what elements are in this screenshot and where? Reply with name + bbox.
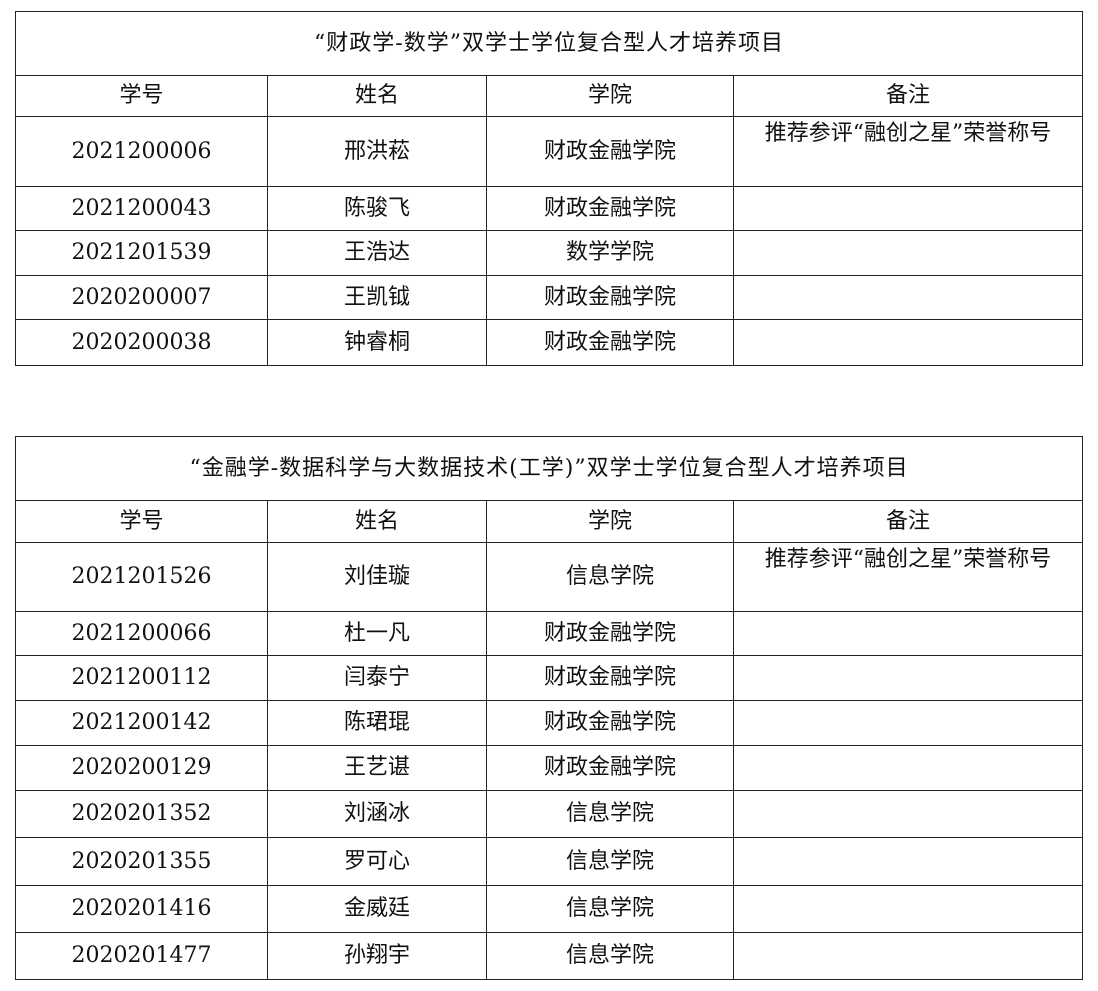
cell-name: 刘涵冰 <box>267 790 487 838</box>
cell-student-id: 2021200066 <box>15 611 268 656</box>
cell-remark: 推荐参评“融创之星”荣誉称号 <box>733 116 1083 187</box>
program-table-finance-datascience: “金融学-数据科学与大数据技术(工学)”双学士学位复合型人才培养项目 学号 姓名 学院… <box>14 436 1084 980</box>
cell-student-id: 2020200007 <box>15 275 268 320</box>
cell-remark <box>733 186 1083 231</box>
cell-college: 财政金融学院 <box>486 319 734 366</box>
cell-student-id: 2020200129 <box>15 745 268 791</box>
cell-student-id: 2020201352 <box>15 790 268 838</box>
cell-student-id: 2021200112 <box>15 655 268 701</box>
cell-name: 罗可心 <box>267 837 487 886</box>
column-header-student-id: 学号 <box>15 500 268 543</box>
cell-college: 财政金融学院 <box>486 116 734 187</box>
cell-student-id: 2021200043 <box>15 186 268 231</box>
cell-name: 陈珺琨 <box>267 700 487 746</box>
table-title-row: “金融学-数据科学与大数据技术(工学)”双学士学位复合型人才培养项目 <box>14 436 1084 501</box>
table-row: 2021200006 邢洪菘 财政金融学院 推荐参评“融创之星”荣誉称号 <box>15 116 1083 187</box>
column-header-remark: 备注 <box>733 75 1083 117</box>
cell-name: 邢洪菘 <box>267 116 487 187</box>
table-row: 2020200129 王艺谌 财政金融学院 <box>15 745 1084 791</box>
table-row: 2021200112 闫泰宁 财政金融学院 <box>15 655 1084 701</box>
cell-college: 财政金融学院 <box>486 275 734 320</box>
cell-student-id: 2020201477 <box>15 932 268 980</box>
cell-name: 王凯钺 <box>267 275 487 320</box>
table-row: 2021201526 刘佳璇 信息学院 推荐参评“融创之星”荣誉称号 <box>15 542 1084 612</box>
cell-student-id: 2021201526 <box>15 542 268 612</box>
program-table-finance-math: “财政学-数学”双学士学位复合型人才培养项目 学号 姓名 学院 备注 2021200006… <box>15 11 1083 366</box>
cell-student-id: 2021200006 <box>15 116 268 187</box>
table-row: 2021200043 陈骏飞 财政金融学院 <box>15 186 1083 231</box>
cell-remark <box>732 700 1084 746</box>
cell-remark <box>732 790 1084 838</box>
cell-remark <box>733 275 1083 320</box>
cell-college: 数学学院 <box>486 230 734 276</box>
cell-name: 金威廷 <box>267 885 487 933</box>
table-row: 2021200142 陈珺琨 财政金融学院 <box>15 700 1084 746</box>
table-header-row: 学号 姓名 学院 备注 <box>15 75 1083 117</box>
column-header-name: 姓名 <box>267 75 487 117</box>
column-header-name: 姓名 <box>267 500 487 543</box>
cell-college: 财政金融学院 <box>486 611 734 656</box>
table-title: “金融学-数据科学与大数据技术(工学)”双学士学位复合型人才培养项目 <box>14 436 1084 501</box>
cell-student-id: 2020200038 <box>15 319 268 366</box>
cell-name: 孙翔宇 <box>267 932 487 980</box>
cell-college: 财政金融学院 <box>486 700 734 746</box>
table-row: 2020201352 刘涵冰 信息学院 <box>15 790 1084 838</box>
cell-name: 杜一凡 <box>267 611 487 656</box>
column-header-college: 学院 <box>486 500 734 543</box>
cell-remark <box>732 655 1084 701</box>
table-title: “财政学-数学”双学士学位复合型人才培养项目 <box>15 11 1083 76</box>
column-header-college: 学院 <box>486 75 734 117</box>
table-header-row: 学号 姓名 学院 备注 <box>15 500 1084 543</box>
cell-remark <box>732 837 1084 886</box>
cell-remark <box>732 885 1084 933</box>
table-row: 2021200066 杜一凡 财政金融学院 <box>15 611 1084 656</box>
cell-college: 财政金融学院 <box>486 745 734 791</box>
cell-college: 信息学院 <box>486 837 734 886</box>
cell-college: 财政金融学院 <box>486 655 734 701</box>
cell-remark <box>732 611 1084 656</box>
table-row: 2021201539 王浩达 数学学院 <box>15 230 1083 276</box>
table-row: 2020201355 罗可心 信息学院 <box>15 837 1084 886</box>
cell-remark <box>733 230 1083 276</box>
cell-name: 闫泰宁 <box>267 655 487 701</box>
cell-college: 信息学院 <box>486 932 734 980</box>
table-row: 2020200007 王凯钺 财政金融学院 <box>15 275 1083 320</box>
cell-college: 信息学院 <box>486 885 734 933</box>
cell-remark <box>732 932 1084 980</box>
cell-name: 刘佳璇 <box>267 542 487 612</box>
cell-name: 王浩达 <box>267 230 487 276</box>
cell-name: 陈骏飞 <box>267 186 487 231</box>
cell-name: 钟睿桐 <box>267 319 487 366</box>
cell-student-id: 2020201355 <box>15 837 268 886</box>
cell-remark: 推荐参评“融创之星”荣誉称号 <box>732 542 1084 612</box>
cell-remark <box>732 745 1084 791</box>
cell-name: 王艺谌 <box>267 745 487 791</box>
column-header-student-id: 学号 <box>15 75 268 117</box>
table-row: 2020201416 金威廷 信息学院 <box>15 885 1084 933</box>
cell-student-id: 2021200142 <box>15 700 268 746</box>
cell-college: 信息学院 <box>486 542 734 612</box>
cell-student-id: 2020201416 <box>15 885 268 933</box>
table-row: 2020201477 孙翔宇 信息学院 <box>15 932 1084 980</box>
cell-college: 信息学院 <box>486 790 734 838</box>
table-title-row: “财政学-数学”双学士学位复合型人才培养项目 <box>15 11 1083 76</box>
cell-remark <box>733 319 1083 366</box>
cell-student-id: 2021201539 <box>15 230 268 276</box>
table-row: 2020200038 钟睿桐 财政金融学院 <box>15 319 1083 366</box>
column-header-remark: 备注 <box>732 500 1084 543</box>
cell-college: 财政金融学院 <box>486 186 734 231</box>
